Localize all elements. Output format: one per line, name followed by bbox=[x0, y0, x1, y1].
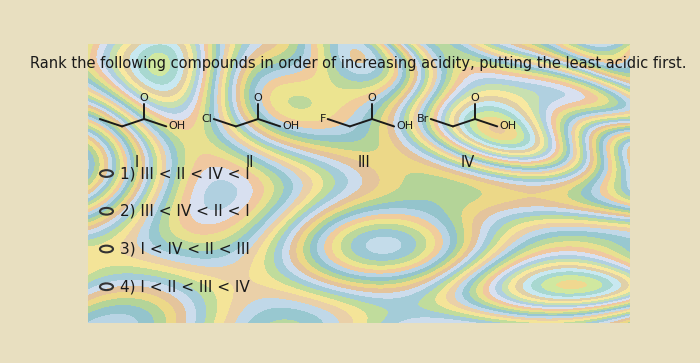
Text: O: O bbox=[140, 93, 148, 103]
Text: 2) III < IV < II < I: 2) III < IV < II < I bbox=[120, 204, 250, 219]
Text: III: III bbox=[358, 155, 370, 170]
Text: O: O bbox=[368, 93, 377, 103]
Text: OH: OH bbox=[396, 121, 414, 131]
Text: 3) I < IV < II < III: 3) I < IV < II < III bbox=[120, 241, 250, 257]
Text: Rank the following compounds in order of increasing acidity, putting the least a: Rank the following compounds in order of… bbox=[31, 56, 687, 71]
Text: I: I bbox=[134, 155, 139, 170]
Text: 1) III < II < IV < I: 1) III < II < IV < I bbox=[120, 166, 250, 181]
Text: O: O bbox=[470, 93, 480, 103]
Text: OH: OH bbox=[169, 121, 186, 131]
Text: OH: OH bbox=[499, 121, 517, 131]
Text: II: II bbox=[246, 155, 255, 170]
Text: F: F bbox=[320, 114, 326, 124]
Text: IV: IV bbox=[460, 155, 475, 170]
Text: Cl: Cl bbox=[202, 114, 212, 124]
Text: OH: OH bbox=[282, 121, 300, 131]
Text: Br: Br bbox=[417, 114, 429, 124]
Text: 4) I < II < III < IV: 4) I < II < III < IV bbox=[120, 279, 250, 294]
Text: O: O bbox=[253, 93, 262, 103]
